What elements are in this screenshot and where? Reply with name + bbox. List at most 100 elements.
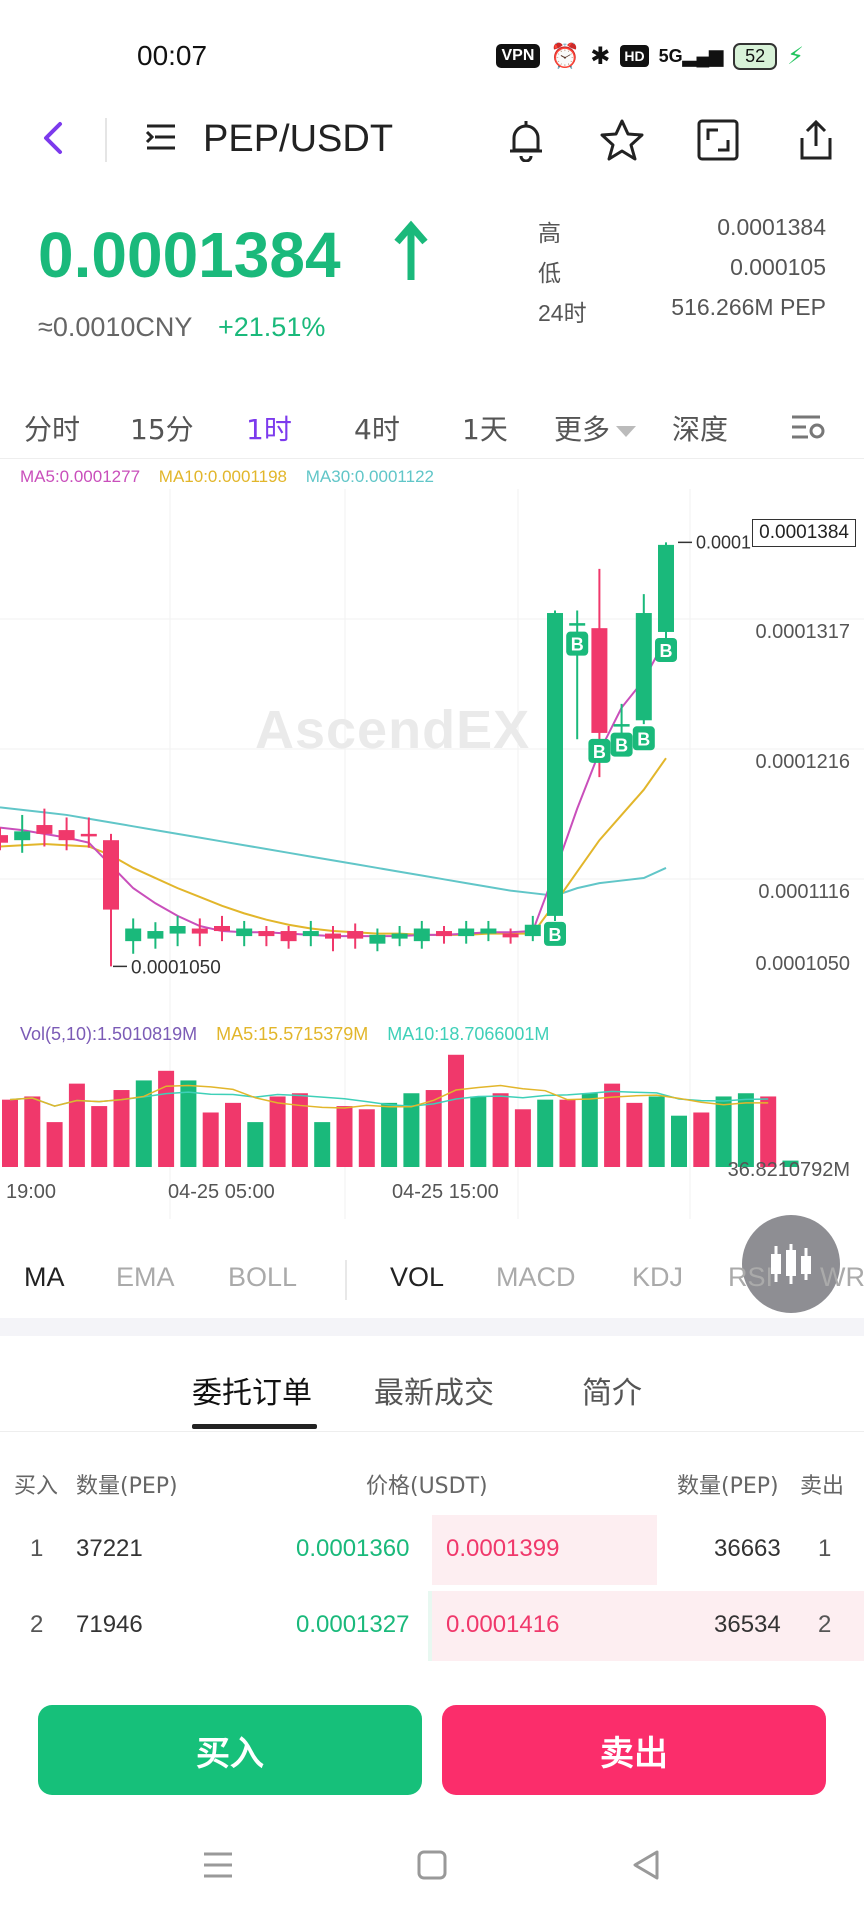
ask-index: 1 xyxy=(818,1535,832,1562)
header-bid-qty: 数量(PEP) xyxy=(76,1474,178,1499)
volume-bar xyxy=(737,1093,754,1167)
volume-ma5-line xyxy=(9,1084,769,1109)
tab-4h[interactable]: 4时 xyxy=(354,413,400,446)
volume-bar xyxy=(314,1122,331,1167)
system-nav-bar xyxy=(0,1835,864,1905)
share-icon[interactable] xyxy=(792,116,840,164)
expand-icon[interactable] xyxy=(694,116,742,164)
x-tick-label: 04-25 05:00 xyxy=(168,1181,275,1203)
tab-more-label: 更多 xyxy=(554,413,611,446)
battery-icon: 52 xyxy=(733,42,778,70)
header-price: 价格(USDT) xyxy=(366,1474,488,1499)
recent-apps-icon[interactable] xyxy=(188,1835,248,1895)
section-separator xyxy=(0,1318,864,1336)
ask-price: 0.0001399 xyxy=(446,1535,560,1562)
volume-bar xyxy=(626,1102,643,1167)
tab-1h[interactable]: 1时 xyxy=(246,413,292,446)
volume-bar xyxy=(381,1102,398,1167)
signal-icon: 5G▂▄▆ xyxy=(658,45,724,66)
indicator-wr[interactable]: WR xyxy=(820,1262,864,1292)
section-tabs: 委托订单 最新成交 简介 xyxy=(0,1340,864,1432)
system-back-icon[interactable] xyxy=(616,1835,676,1895)
candlestick-toggle-button[interactable] xyxy=(742,1215,840,1313)
indicator-kdj[interactable]: KDJ xyxy=(632,1262,684,1292)
indicator-ma[interactable]: MA xyxy=(24,1262,65,1292)
buy-marker-badge xyxy=(655,637,677,662)
back-icon[interactable] xyxy=(40,118,64,168)
tab-1d[interactable]: 1天 xyxy=(462,413,508,446)
buy-button[interactable]: 买入 xyxy=(38,1705,422,1795)
candle-body xyxy=(14,831,31,841)
menu-icon[interactable] xyxy=(145,122,175,152)
volume-ma10-legend: MA10:18.7066001M xyxy=(387,1024,550,1044)
status-icons: VPN ⏰ ✱ HD 5G▂▄▆ 52 ⚡ xyxy=(495,42,804,70)
candle-body xyxy=(524,924,541,937)
tab-orders[interactable]: 委托订单 xyxy=(192,1376,312,1411)
candle-body xyxy=(125,928,142,942)
volume-bar xyxy=(91,1106,108,1167)
ma-legend: MA5:0.0001277 MA10:0.0001198 MA30:0.0001… xyxy=(20,467,448,487)
price-cny: ≈0.0010CNY xyxy=(38,312,193,342)
candle-body xyxy=(103,840,119,910)
ma5-legend: MA5:0.0001277 xyxy=(20,467,141,486)
buy-marker-label: B xyxy=(549,925,562,945)
volume-legend-value: Vol(5,10):1.5010819M xyxy=(20,1024,198,1044)
orderbook-row[interactable]: 1 37221 0.0001360 0.0001399 36663 1 xyxy=(0,1515,864,1585)
volume-bar xyxy=(158,1070,175,1167)
tab-time-sharing[interactable]: 分时 xyxy=(24,413,81,446)
charging-icon: ⚡ xyxy=(787,42,804,70)
ask-depth-bar xyxy=(432,1591,864,1661)
volume-bar xyxy=(403,1093,420,1167)
indicator-divider xyxy=(345,1260,347,1300)
ma30-legend: MA30:0.0001122 xyxy=(305,467,434,486)
buy-marker-badge xyxy=(588,738,611,763)
kline-chart[interactable]: B B B B B B 0.0001 0.0001050 AscendEX MA5:0.000… xyxy=(0,458,864,1219)
caret-down-icon xyxy=(616,425,637,437)
bid-depth-bar xyxy=(428,1591,432,1661)
y-tick-label: 0.0001317 xyxy=(755,621,850,643)
sell-button[interactable]: 卖出 xyxy=(442,1705,826,1795)
indicator-ema[interactable]: EMA xyxy=(116,1262,175,1292)
buy-marker-label: B xyxy=(615,736,628,756)
x-tick-label: 19:00 xyxy=(6,1181,57,1203)
indicator-macd[interactable]: MACD xyxy=(496,1262,576,1292)
tab-depth[interactable]: 深度 xyxy=(672,413,729,446)
ma10-legend: MA10:0.0001198 xyxy=(158,467,288,486)
volume-bar xyxy=(358,1109,375,1167)
hd-icon: HD xyxy=(620,45,649,67)
orderbook-row[interactable]: 2 71946 0.0001327 0.0001416 36534 2 xyxy=(0,1591,864,1661)
candle-body xyxy=(302,931,319,937)
indicator-boll[interactable]: BOLL xyxy=(228,1262,298,1292)
pair-title[interactable]: PEP/USDT xyxy=(203,118,394,160)
candle-body xyxy=(391,933,408,939)
volume-bar xyxy=(180,1080,197,1167)
stat-volume-label: 24时 xyxy=(538,300,587,326)
volume-bar xyxy=(671,1115,687,1167)
ask-depth-bar xyxy=(432,1515,657,1585)
bell-icon[interactable] xyxy=(502,116,550,164)
candle-body xyxy=(658,544,674,632)
candle-body xyxy=(0,835,8,843)
indicator-rsi[interactable]: RSI xyxy=(728,1262,774,1292)
volume-bar xyxy=(760,1096,777,1167)
candle-body xyxy=(613,724,630,727)
home-icon[interactable] xyxy=(402,1835,462,1895)
high-marker-label: 0.0001 xyxy=(696,532,751,552)
y-tick-label: 0.0001050 xyxy=(755,953,850,975)
buy-marker-label: B xyxy=(571,635,584,655)
indicator-vol[interactable]: VOL xyxy=(390,1262,445,1292)
tab-15m[interactable]: 15分 xyxy=(130,413,194,446)
low-marker-label: 0.0001050 xyxy=(131,957,221,978)
candle-body xyxy=(147,931,164,939)
candle-body xyxy=(214,925,230,932)
header-ask-qty: 数量(PEP) xyxy=(677,1474,779,1499)
star-icon[interactable] xyxy=(598,116,646,164)
volume-bar xyxy=(202,1112,219,1167)
chart-settings-icon[interactable] xyxy=(790,412,826,444)
tab-intro[interactable]: 简介 xyxy=(582,1376,642,1411)
tab-more[interactable]: 更多 xyxy=(554,408,637,448)
y-tick-label: 0.0001216 xyxy=(755,751,850,773)
signal-label: 5G xyxy=(658,45,683,66)
tab-latest-trades[interactable]: 最新成交 xyxy=(374,1376,494,1411)
volume-ma5-legend: MA5:15.5715379M xyxy=(216,1024,369,1044)
